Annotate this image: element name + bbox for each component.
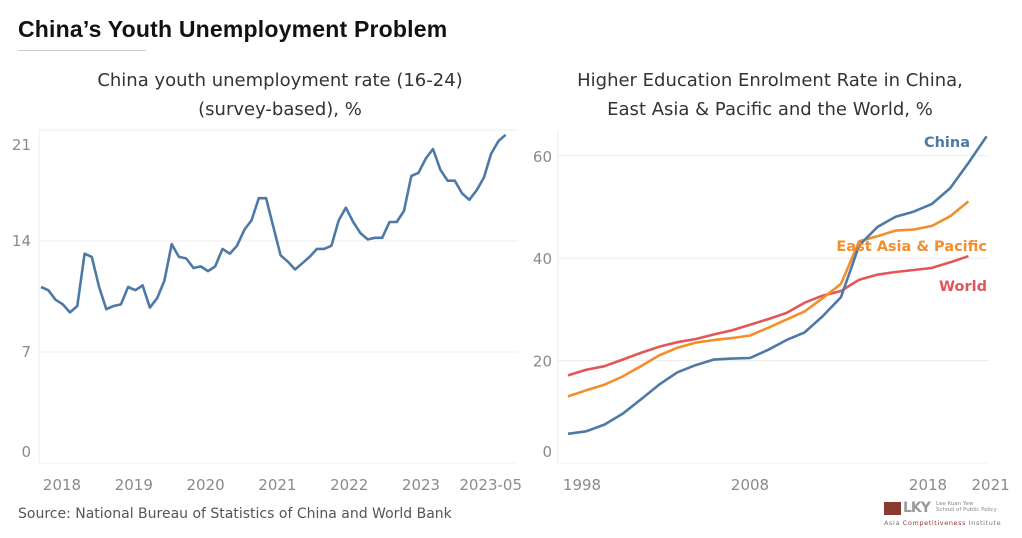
- logo-institute-a: Asia: [884, 519, 903, 527]
- left-y-tick-label: 7: [21, 343, 31, 361]
- logo-school-line1: Lee Kuan Yew: [936, 501, 974, 507]
- left-chart-title-line1: China youth unemployment rate (16-24): [97, 70, 463, 91]
- series-line-china: [567, 135, 988, 436]
- left-chart-title-line2: (survey-based), %: [198, 99, 362, 120]
- series-line-world: [567, 254, 969, 377]
- right-chart-title-line1: Higher Education Enrolment Rate in China…: [577, 70, 963, 91]
- left-x-tick-label: 2019: [115, 476, 153, 494]
- left-chart-title: China youth unemployment rate (16-24) (s…: [30, 66, 530, 124]
- right-chart-title-line2: East Asia & Pacific and the World, %: [607, 99, 933, 120]
- right-x-tick-label: 1998: [563, 476, 601, 494]
- logo-institute-c: Institute: [966, 519, 1002, 527]
- right-y-tick-label: 0: [542, 443, 552, 461]
- source-note: Source: National Bureau of Statistics of…: [18, 506, 452, 522]
- logo-mark: LKY: [903, 500, 931, 516]
- left-y-tick-label: 14: [12, 232, 31, 250]
- right-x-tick-label: 2021: [972, 476, 1010, 494]
- logo-square: [884, 502, 901, 515]
- logo-school: Lee Kuan Yew School of Public Policy: [936, 501, 1014, 513]
- page-title: China’s Youth Unemployment Problem: [18, 16, 448, 42]
- logo-institute-b: Competitiveness: [902, 519, 967, 527]
- right-x-tick-label: 2018: [909, 476, 947, 494]
- logo-institute: Asia Competitiveness Institute: [884, 519, 1001, 527]
- series-label-china: China: [924, 135, 970, 151]
- series-label-east-asia-pacific: East Asia & Pacific: [836, 239, 987, 255]
- left-x-tick-label: 2018: [43, 476, 81, 494]
- left-x-tick-label: 2023-05: [459, 476, 522, 494]
- left-y-tick-label: 21: [12, 136, 31, 154]
- youth-unemployment-line: [40, 133, 507, 314]
- logo-school-line2: School of Public Policy: [936, 507, 997, 513]
- left-x-tick-label: 2023: [402, 476, 440, 494]
- left-x-tick-label: 2020: [187, 476, 225, 494]
- left-y-tick-label: 0: [21, 443, 31, 461]
- series-line-east-asia-pacific: [567, 200, 970, 398]
- series-label-world: World: [939, 279, 987, 295]
- right-x-tick-label: 2008: [731, 476, 769, 494]
- right-chart-title: Higher Education Enrolment Rate in China…: [520, 66, 1020, 124]
- title-divider: [18, 50, 146, 51]
- right-y-tick-label: 20: [533, 353, 552, 371]
- aci-logo: LKY Lee Kuan Yew School of Public Policy …: [884, 500, 1014, 530]
- left-x-tick-label: 2022: [330, 476, 368, 494]
- right-y-tick-label: 60: [533, 148, 552, 166]
- left-x-tick-label: 2021: [258, 476, 296, 494]
- right-y-tick-label: 40: [533, 250, 552, 268]
